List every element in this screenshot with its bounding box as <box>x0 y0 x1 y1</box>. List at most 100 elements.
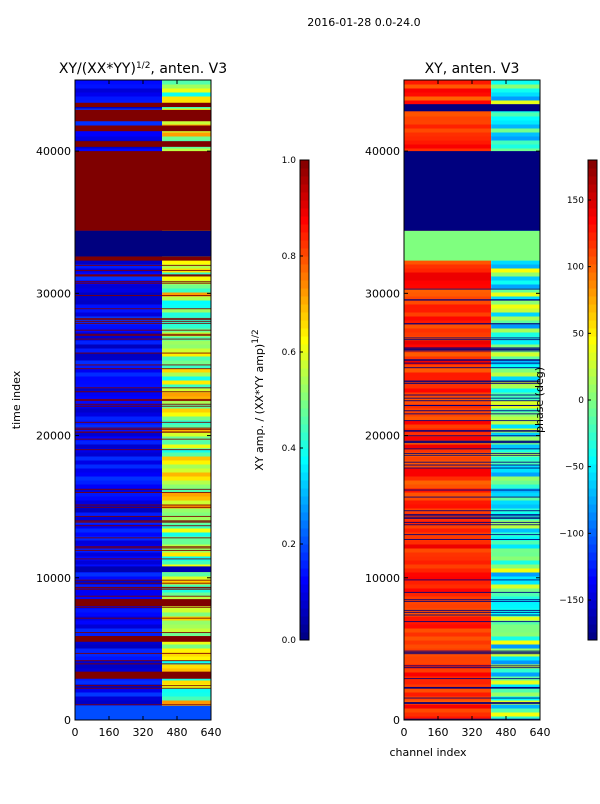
heatmap-cell-row <box>75 408 163 413</box>
heatmap-cell-row <box>162 356 211 361</box>
heatmap-cell-row <box>491 124 540 129</box>
heatmap-cell-row <box>404 620 492 625</box>
heatmap-flag-line <box>75 295 211 297</box>
heatmap-cell-row <box>162 664 211 669</box>
heatmap-cell-row <box>75 288 163 293</box>
heatmap-flag-line <box>404 515 540 517</box>
heatmap-cell-row <box>162 572 211 577</box>
heatmap-cell-row <box>491 616 540 621</box>
heatmap-cell-row <box>75 632 163 637</box>
heatmap-cell-row <box>75 556 163 561</box>
heatmap-cell-row <box>404 124 492 129</box>
heatmap-flag-line <box>75 704 211 706</box>
x-tick-label: 640 <box>530 726 551 739</box>
heatmap-cell-row <box>162 96 211 101</box>
heatmap-cell-row <box>491 400 540 405</box>
heatmap-flag-line <box>75 398 211 400</box>
heatmap-flag-line <box>75 281 211 283</box>
heatmap-cell-row <box>75 604 163 609</box>
heatmap-cell-row <box>404 392 492 397</box>
heatmap-cell-row <box>404 640 492 645</box>
heatmap-cell-row <box>491 688 540 693</box>
colorbar-segment <box>300 360 309 369</box>
heatmap-cell-row <box>162 272 211 277</box>
heatmap-cell-row <box>75 300 163 305</box>
heatmap-cell-row <box>162 100 211 105</box>
heatmap-flag-line <box>75 588 211 590</box>
heatmap-flag-line <box>75 334 211 336</box>
heatmap-flag-line <box>404 299 540 301</box>
heatmap-cell-row <box>162 340 211 345</box>
heatmap-cell-row <box>404 436 492 441</box>
colorbar-segment <box>588 344 597 353</box>
colorbar-segment <box>300 592 309 601</box>
heatmap-flag-line <box>404 697 540 699</box>
heatmap-cell-row <box>162 312 211 317</box>
amplitude-colorbar-label: XY amp. / (XX*YY amp)1/2 <box>251 329 266 470</box>
heatmap-cell-row <box>404 364 492 369</box>
heatmap-cell-row <box>404 572 492 577</box>
x-tick-label: 640 <box>201 726 222 739</box>
heatmap-cell-row <box>491 368 540 373</box>
heatmap-cell-row <box>491 432 540 437</box>
heatmap-cell-row <box>162 92 211 97</box>
heatmap-cell-row <box>491 480 540 485</box>
heatmap-cell-row <box>404 324 492 329</box>
heatmap-flag-line <box>404 410 540 412</box>
heatmap-flag-line <box>404 686 540 688</box>
heatmap-cell-row <box>75 660 163 665</box>
heatmap-cell-row <box>75 444 163 449</box>
heatmap-cell-row <box>491 404 540 409</box>
heatmap-cell-row <box>491 424 540 429</box>
heatmap-cell-row <box>404 96 492 101</box>
heatmap-cell-row <box>491 392 540 397</box>
colorbar-segment <box>300 448 309 457</box>
heatmap-cell-row <box>491 148 540 153</box>
colorbar-segment <box>588 192 597 201</box>
heatmap-cell-row <box>404 468 492 473</box>
heatmap-flag-line <box>404 611 540 613</box>
heatmap-cell-row <box>404 308 492 313</box>
panel-phase-title: XY, anten. V3 <box>425 61 520 77</box>
heatmap-cell-row <box>162 592 211 597</box>
heatmap-cell-row <box>491 596 540 601</box>
heatmap-flag-line <box>75 595 211 597</box>
x-tick-label: 160 <box>428 726 449 739</box>
heatmap-cell-row <box>404 116 492 121</box>
colorbar-segment <box>588 592 597 601</box>
heatmap-cell-row <box>491 320 540 325</box>
heatmap-cell-row <box>491 464 540 469</box>
heatmap-cell-row <box>491 636 540 641</box>
heatmap-cell-row <box>162 684 211 689</box>
heatmap-flag-line <box>404 367 540 369</box>
heatmap-flag-line <box>75 515 211 517</box>
heatmap-cell-row <box>162 292 211 297</box>
heatmap-band <box>75 151 211 231</box>
heatmap-cell-row <box>75 564 163 569</box>
heatmap-cell-row <box>404 656 492 661</box>
heatmap-cell-row <box>162 528 211 533</box>
colorbar-segment <box>588 576 597 585</box>
heatmap-cell-row <box>491 548 540 553</box>
heatmap-cell-row <box>162 468 211 473</box>
colorbar-segment <box>300 480 309 489</box>
heatmap-cell-row <box>491 268 540 273</box>
heatmap-cell-row <box>75 500 163 505</box>
heatmap-cell-row <box>491 132 540 137</box>
heatmap-cell-row <box>491 284 540 289</box>
heatmap-cell-row <box>404 480 492 485</box>
heatmap-cell-row <box>75 456 163 461</box>
colorbar-segment <box>300 560 309 569</box>
colorbar-segment <box>300 600 309 609</box>
heatmap-cell-row <box>404 616 492 621</box>
colorbar-segment <box>300 328 309 337</box>
heatmap-cell-row <box>404 492 492 497</box>
heatmap-cell-row <box>162 504 211 509</box>
heatmap-flag-line <box>404 665 540 667</box>
heatmap-cell-row <box>75 480 163 485</box>
heatmap-cell-row <box>75 584 163 589</box>
colorbar-segment <box>300 312 309 321</box>
heatmap-cell-row <box>75 436 163 441</box>
colorbar-segment <box>588 416 597 425</box>
heatmap-cell-row <box>75 368 163 373</box>
